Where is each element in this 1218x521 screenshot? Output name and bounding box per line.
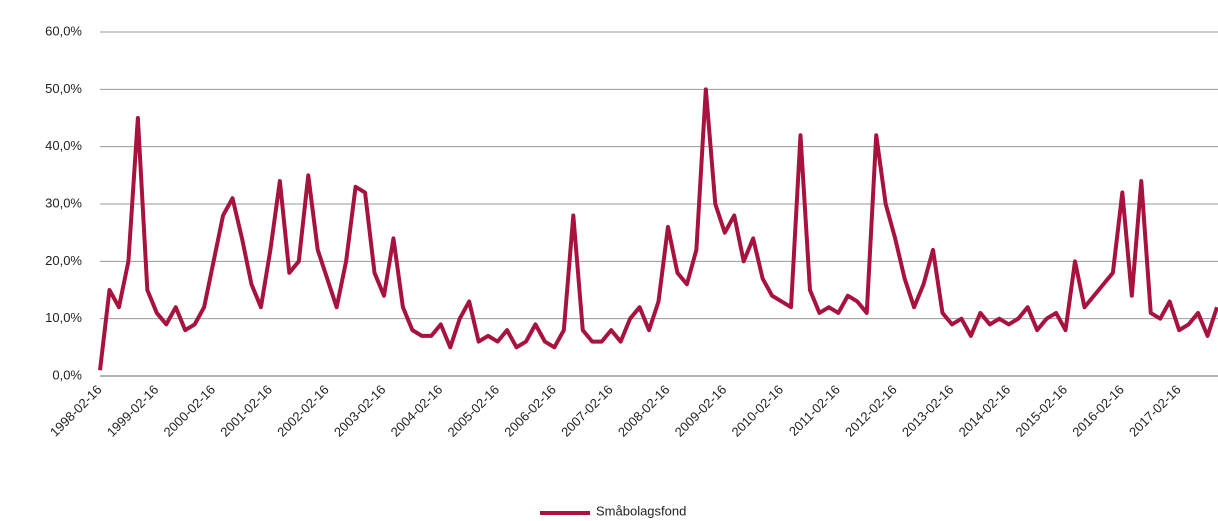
x-tick-label: 2004-02-16 <box>388 382 446 440</box>
x-tick-label: 2012-02-16 <box>842 382 900 440</box>
y-tick-label: 10,0% <box>45 310 82 325</box>
line <box>98 87 1218 371</box>
x-tick-label: 1999-02-16 <box>104 382 162 440</box>
x-tick-label: 2008-02-16 <box>615 382 673 440</box>
y-tick-label: 30,0% <box>45 195 82 210</box>
x-tick-label: 2014-02-16 <box>956 382 1014 440</box>
legend-label: Småbolagsfond <box>596 503 686 518</box>
y-tick-label: 60,0% <box>45 23 82 38</box>
x-tick-label: 2003-02-16 <box>331 382 389 440</box>
x-tick-label: 2009-02-16 <box>672 382 730 440</box>
y-tick-label: 40,0% <box>45 138 82 153</box>
y-tick-label: 0,0% <box>52 367 82 382</box>
x-tick-label: 2013-02-16 <box>899 382 957 440</box>
x-tick-label: 2001-02-16 <box>217 382 275 440</box>
y-tick-label: 50,0% <box>45 81 82 96</box>
x-tick-label: 2005-02-16 <box>444 382 502 440</box>
x-tick-label: 2017-02-16 <box>1126 382 1184 440</box>
x-tick-label: 2011-02-16 <box>786 382 843 439</box>
x-tick-label: 2016-02-16 <box>1069 382 1127 440</box>
x-tick-label: 2000-02-16 <box>161 382 219 440</box>
x-tick-label: 2010-02-16 <box>728 382 786 440</box>
x-tick-label: 2002-02-16 <box>274 382 332 440</box>
x-tick-label: 2006-02-16 <box>501 382 559 440</box>
y-tick-label: 20,0% <box>45 253 82 268</box>
x-tick-label: 1998-02-16 <box>47 382 105 440</box>
x-tick-label: 2007-02-16 <box>558 382 616 440</box>
x-tick-label: 2015-02-16 <box>1012 382 1070 440</box>
